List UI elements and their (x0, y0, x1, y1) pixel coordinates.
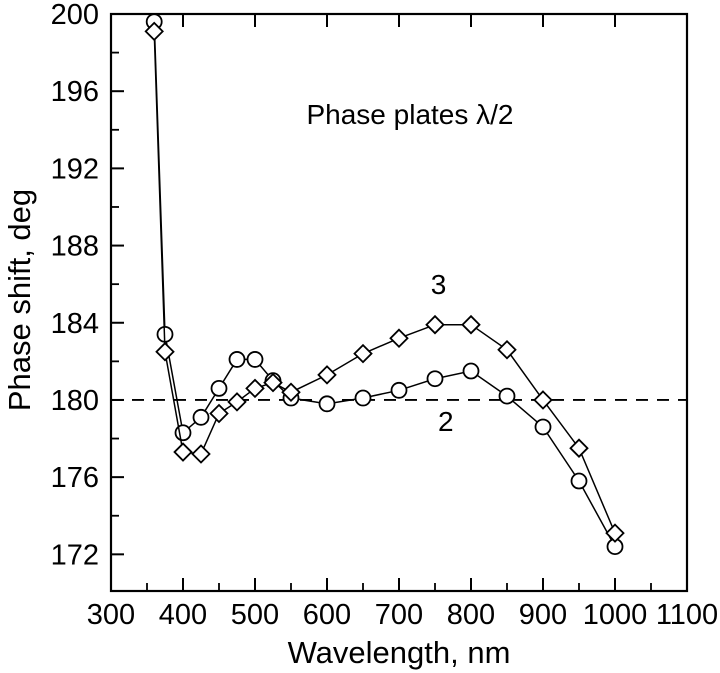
series-annotation-3: 3 (431, 269, 447, 300)
x-tick-label-1000: 1000 (583, 599, 648, 631)
y-tick-label-184: 184 (51, 308, 99, 340)
data-point-circle-950 (570, 472, 588, 490)
data-point-diamond-850 (497, 340, 517, 360)
y-tick-label-172: 172 (51, 539, 99, 571)
series-annotations: 32 (431, 269, 454, 437)
data-point-diamond-650 (353, 343, 373, 364)
data-series-group (144, 13, 625, 556)
y-tick-label-176: 176 (51, 462, 99, 494)
data-point-diamond-700 (389, 328, 409, 348)
data-point-diamond-360 (144, 21, 164, 42)
data-point-circle-425 (192, 408, 210, 426)
x-tick-label-500: 500 (231, 599, 279, 631)
data-point-diamond-425 (191, 444, 211, 464)
x-tick-label-600: 600 (303, 599, 351, 631)
series-annotation-2: 2 (438, 406, 454, 437)
data-point-diamond-800 (461, 314, 481, 335)
data-point-circle-600 (318, 395, 336, 413)
x-tick-label-400: 400 (159, 599, 207, 631)
data-point-diamond-950 (569, 438, 589, 458)
data-point-circle-900 (534, 418, 552, 436)
x-axis-title: Wavelength, nm (288, 635, 511, 670)
data-point-circle-800 (462, 362, 480, 380)
series-3 (144, 21, 625, 543)
data-point-diamond-400 (173, 442, 193, 462)
data-point-circle-700 (390, 381, 408, 399)
data-point-circle-850 (498, 387, 516, 405)
data-point-diamond-450 (209, 403, 229, 424)
data-point-diamond-1000 (605, 523, 625, 543)
data-point-diamond-525 (263, 372, 283, 393)
data-point-circle-750 (426, 370, 444, 388)
data-point-circle-400 (174, 424, 192, 442)
y-tick-label-192: 192 (51, 153, 99, 185)
x-axis-ticks (110, 14, 688, 591)
x-tick-label-300: 300 (87, 599, 135, 631)
x-tick-label-800: 800 (447, 599, 495, 631)
data-point-diamond-500 (245, 378, 265, 399)
y-tick-label-188: 188 (51, 231, 99, 263)
x-tick-label-700: 700 (375, 599, 423, 631)
data-point-diamond-375 (155, 341, 175, 362)
plot-title: Phase plates λ/2 (306, 99, 513, 130)
x-tick-label-1100: 1100 (656, 599, 718, 631)
data-point-circle-500 (246, 351, 264, 368)
data-point-circle-650 (354, 389, 372, 407)
y-tick-label-200: 200 (51, 0, 99, 31)
data-point-diamond-475 (227, 392, 247, 412)
y-tick-label-196: 196 (51, 76, 99, 108)
x-tick-label-900: 900 (519, 599, 567, 631)
data-point-diamond-600 (317, 365, 337, 385)
y-axis-title: Phase shift, deg (2, 189, 37, 411)
data-point-diamond-900 (533, 390, 553, 410)
data-point-diamond-750 (425, 314, 445, 335)
data-point-diamond-550 (281, 382, 301, 403)
data-point-circle-450 (210, 379, 228, 397)
y-tick-label-180: 180 (51, 385, 99, 417)
y-axis-tick-labels: 172 176 180 184 188 192 196 200 (51, 0, 99, 571)
x-axis-tick-labels: 300 400 500 600 700 800 900 1000 1100 (87, 599, 718, 631)
data-point-circle-475 (228, 351, 246, 368)
